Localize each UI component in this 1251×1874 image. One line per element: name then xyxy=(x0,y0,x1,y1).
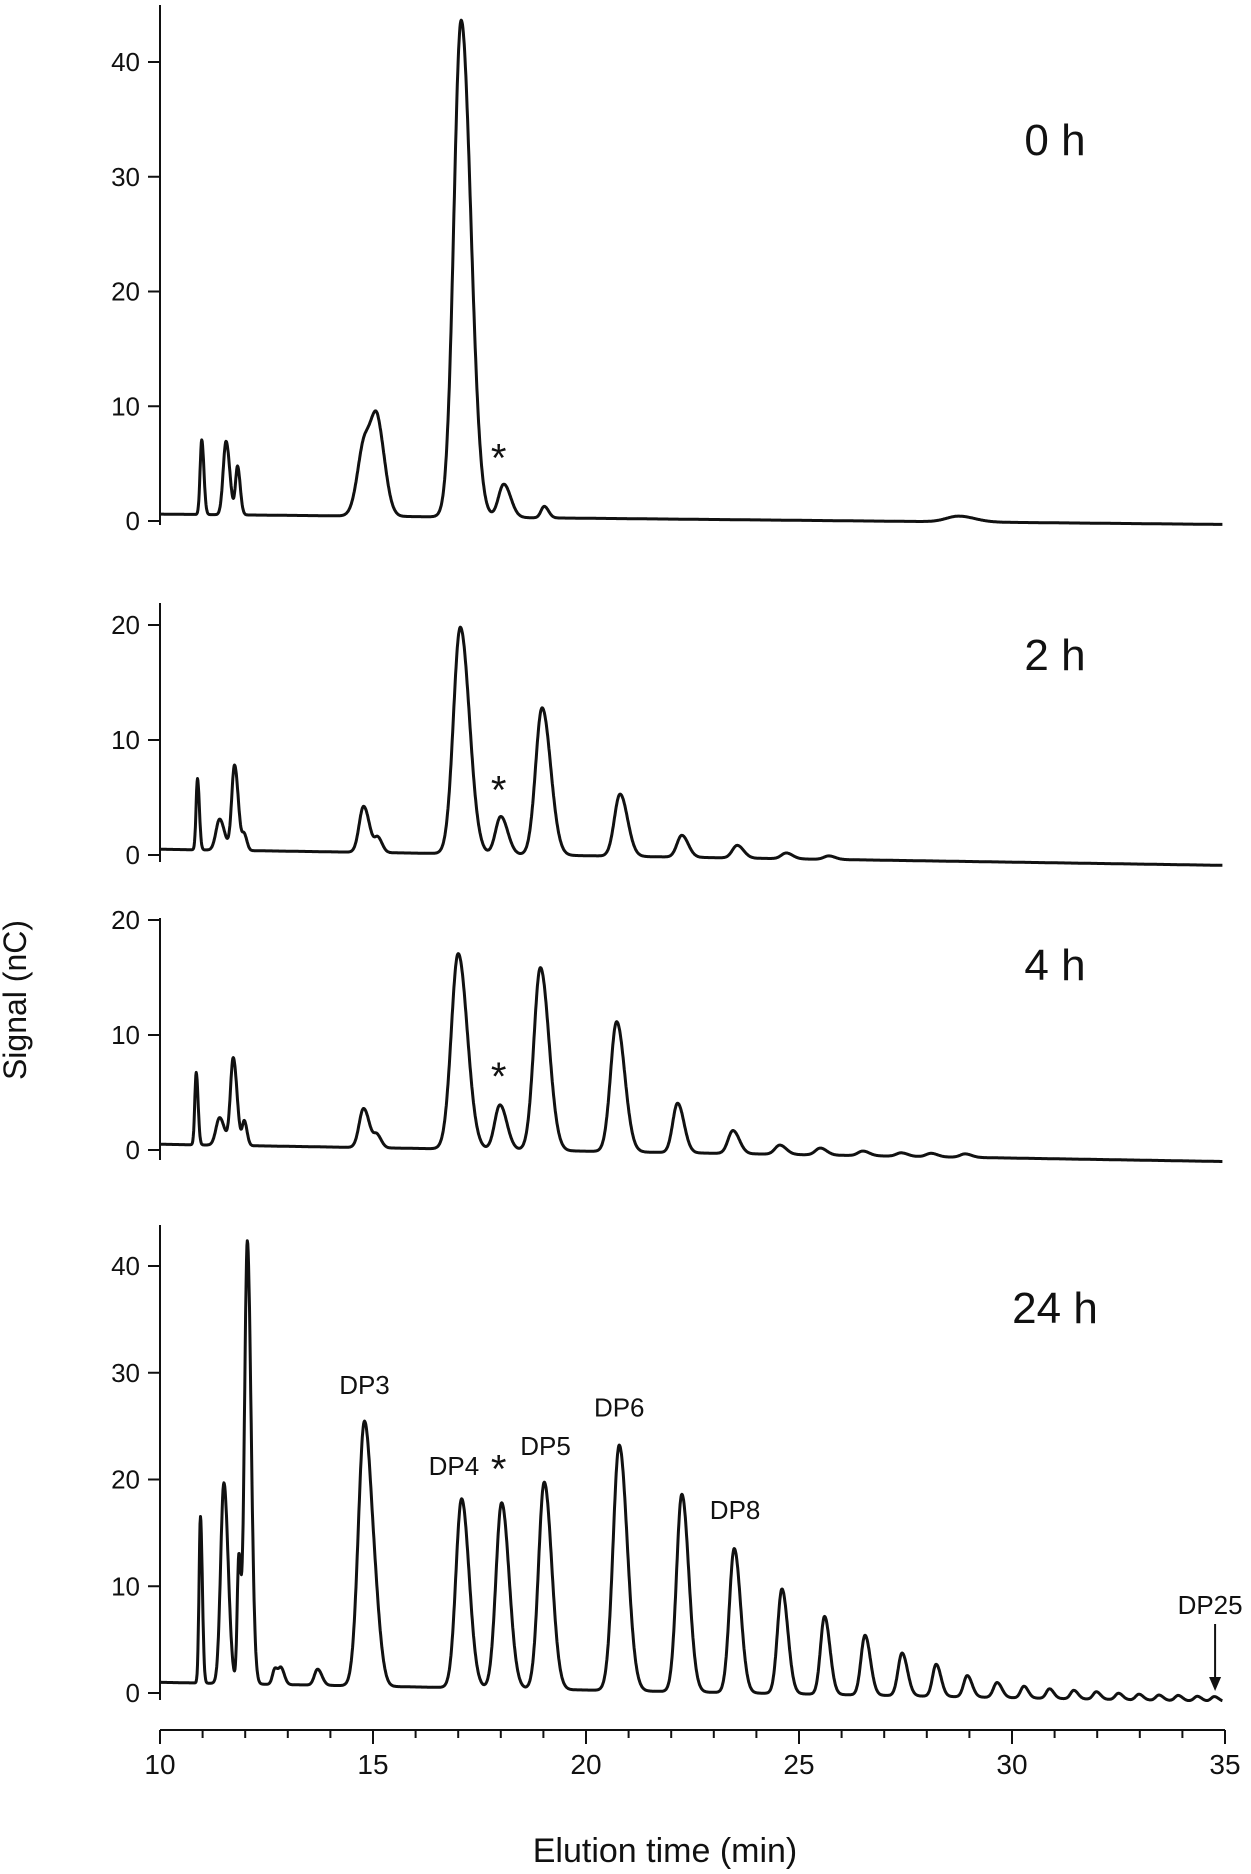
asterisk-marker: * xyxy=(491,1055,507,1099)
asterisk-marker: * xyxy=(491,1448,507,1492)
panel-label: 4 h xyxy=(1024,941,1085,990)
chart-panels: 0 10 20 30 40 0 h * 0 10 20 2 h * 0 10 20 4 h * 0 10 20 30 40… xyxy=(111,5,1243,1708)
y-tick-label: 10 xyxy=(111,1020,140,1050)
x-tick-label: 30 xyxy=(996,1749,1027,1780)
x-tick-label: 15 xyxy=(357,1749,388,1780)
y-tick-label: 0 xyxy=(126,1678,140,1708)
y-tick-label: 20 xyxy=(111,277,140,307)
y-tick-label: 20 xyxy=(111,610,140,640)
y-tick-label: 10 xyxy=(111,1571,140,1601)
peak-label: DP8 xyxy=(710,1495,761,1525)
y-tick-label: 30 xyxy=(111,1358,140,1388)
x-tick-label: 25 xyxy=(783,1749,814,1780)
y-tick-label: 0 xyxy=(126,840,140,870)
peak-label: DP6 xyxy=(594,1393,645,1423)
x-tick-label: 35 xyxy=(1209,1749,1240,1780)
panel-2: 0 10 20 4 h * xyxy=(111,905,1224,1165)
chromatogram-trace xyxy=(158,18,1224,526)
y-tick-label: 0 xyxy=(126,506,140,536)
asterisk-marker: * xyxy=(491,437,507,481)
y-tick-label: 10 xyxy=(111,725,140,755)
arrowhead-icon xyxy=(1209,1677,1222,1691)
panel-label: 0 h xyxy=(1024,116,1085,165)
panel-label: 24 h xyxy=(1012,1284,1098,1333)
y-tick-label: 20 xyxy=(111,905,140,935)
x-tick-label: 10 xyxy=(144,1749,175,1780)
y-axis-label: Signal (nC) xyxy=(0,920,33,1080)
y-tick-label: 0 xyxy=(126,1135,140,1165)
peak-label: DP5 xyxy=(520,1431,571,1461)
peak-label: DP3 xyxy=(339,1370,390,1400)
chromatogram-trace xyxy=(158,625,1224,867)
y-tick-label: 30 xyxy=(111,162,140,192)
panel-0: 0 10 20 30 40 0 h * xyxy=(111,5,1224,536)
x-tick-label: 20 xyxy=(570,1749,601,1780)
chromatogram-trace xyxy=(158,1239,1224,1703)
panel-3: 0 10 20 30 40 24 h DP3 DP4 * DP5 DP6 DP8 DP25 xyxy=(111,1225,1243,1708)
panel-label: 2 h xyxy=(1024,631,1085,680)
x-axis: 10 15 20 25 30 35 xyxy=(144,1729,1241,1780)
y-tick-label: 40 xyxy=(111,1251,140,1281)
peak-label: DP4 xyxy=(429,1451,480,1481)
y-tick-label: 40 xyxy=(111,47,140,77)
peak-label: DP25 xyxy=(1178,1590,1243,1620)
y-tick-label: 10 xyxy=(111,391,140,421)
panel-1: 0 10 20 2 h * xyxy=(111,603,1224,870)
x-axis-label: Elution time (min) xyxy=(533,1832,798,1870)
chromatogram-trace xyxy=(158,952,1224,1163)
asterisk-marker: * xyxy=(491,768,507,812)
y-tick-label: 20 xyxy=(111,1465,140,1495)
